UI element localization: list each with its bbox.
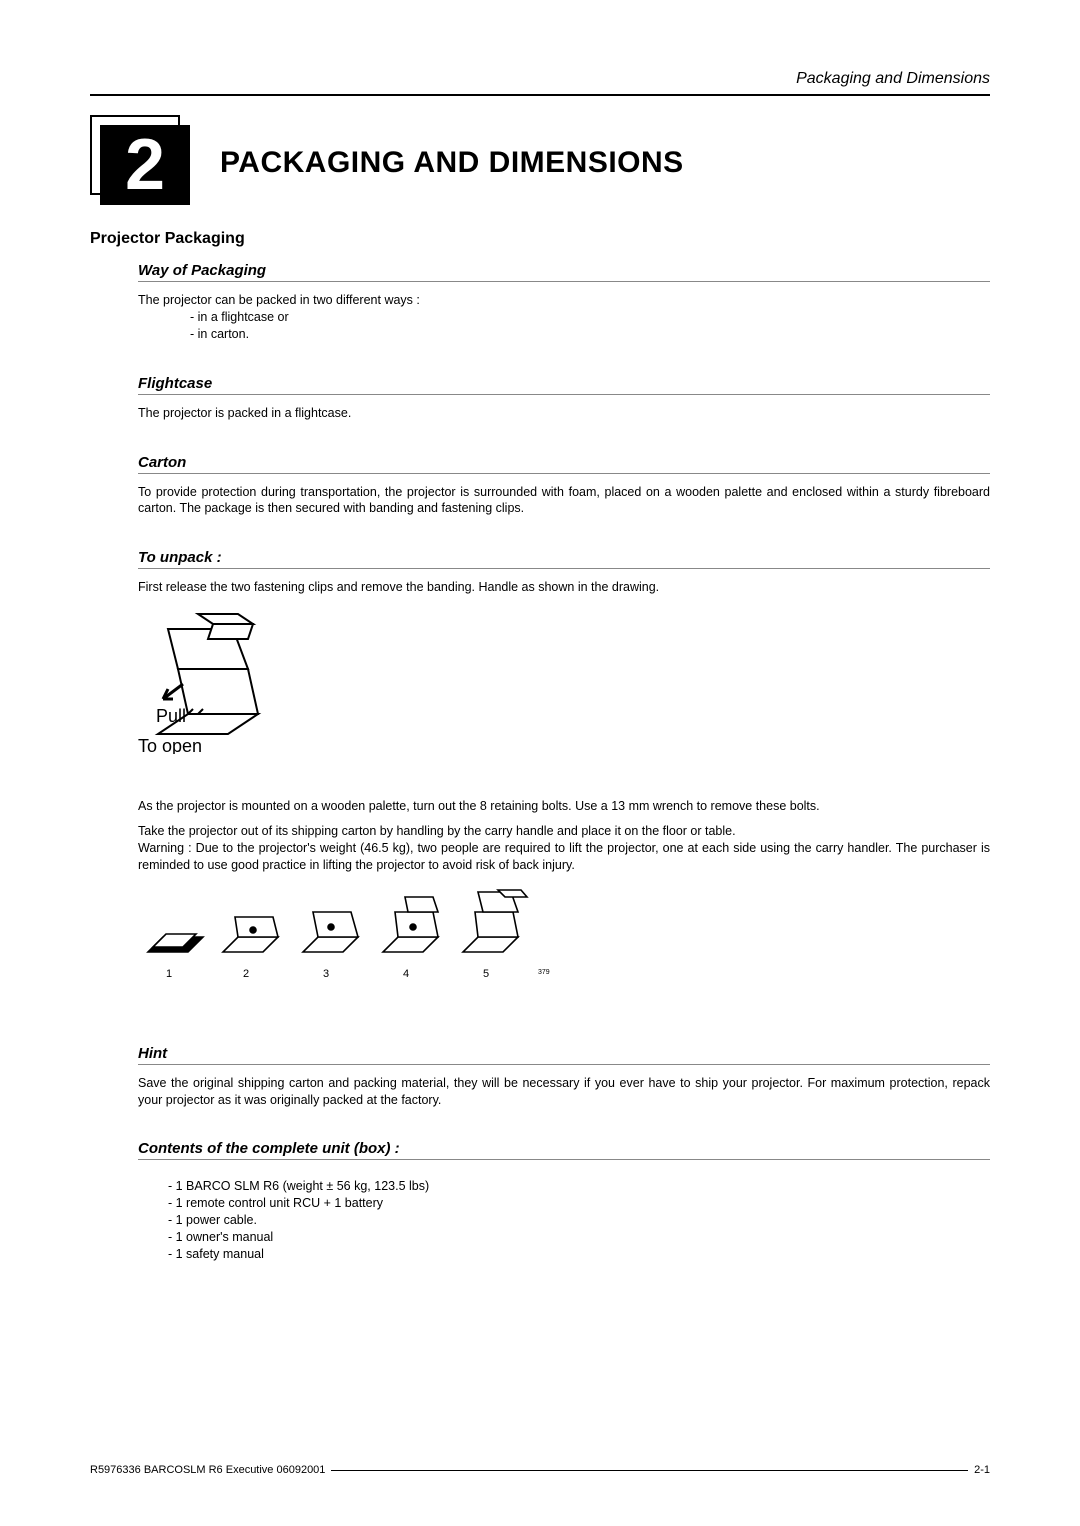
page-footer: R5976336 BARCOSLM R6 Executive 06092001 … — [90, 1464, 990, 1476]
paragraph: Warning : Due to the projector's weight … — [138, 840, 990, 874]
unpack-diagram-1: Pull To open — [138, 604, 990, 754]
list-item: - in a flightcase or — [190, 309, 990, 326]
paragraph: As the projector is mounted on a wooden … — [138, 798, 990, 815]
unpack-diagram-steps: 1 2 3 4 5 379 — [138, 882, 990, 987]
chapter-title: PACKAGING AND DIMENSIONS — [220, 146, 684, 180]
paragraph: First release the two fastening clips an… — [138, 579, 990, 596]
list-item: - 1 power cable. — [168, 1212, 990, 1229]
subheading-way-of-packaging: Way of Packaging — [138, 262, 990, 282]
paragraph: To provide protection during transportat… — [138, 484, 990, 518]
subheading-carton: Carton — [138, 454, 990, 474]
svg-text:5: 5 — [483, 968, 489, 980]
chapter-heading: 2 PACKAGING AND DIMENSIONS — [90, 115, 684, 210]
paragraph: Take the projector out of its shipping c… — [138, 823, 990, 840]
svg-text:3: 3 — [323, 968, 329, 980]
chapter-number-box: 2 — [90, 115, 200, 210]
paragraph: Save the original shipping carton and pa… — [138, 1075, 990, 1109]
footer-right: 2-1 — [974, 1464, 990, 1476]
section-title: Projector Packaging — [90, 230, 990, 248]
svg-text:1: 1 — [166, 968, 172, 980]
svg-text:379: 379 — [538, 969, 550, 976]
subheading-to-unpack: To unpack : — [138, 549, 990, 569]
paragraph: The projector can be packed in two diffe… — [138, 292, 990, 309]
subheading-flightcase: Flightcase — [138, 375, 990, 395]
footer-rule — [331, 1470, 968, 1471]
list-item: - 1 safety manual — [168, 1246, 990, 1263]
list-item: - 1 owner's manual — [168, 1229, 990, 1246]
list-item: - 1 BARCO SLM R6 (weight ± 56 kg, 123.5 … — [168, 1178, 990, 1195]
page-content: Projector Packaging Way of Packaging The… — [90, 230, 990, 1263]
diagram-label-to-open: To open — [138, 736, 202, 754]
footer-left: R5976336 BARCOSLM R6 Executive 06092001 — [90, 1464, 325, 1476]
header-rule — [90, 94, 990, 96]
list-item: - in carton. — [190, 326, 990, 343]
subheading-contents: Contents of the complete unit (box) : — [138, 1140, 990, 1160]
subheading-hint: Hint — [138, 1045, 990, 1065]
svg-text:4: 4 — [403, 968, 409, 980]
svg-text:2: 2 — [243, 968, 249, 980]
diagram-label-pull: Pull — [156, 706, 186, 726]
paragraph: The projector is packed in a flightcase. — [138, 405, 990, 422]
chapter-number: 2 — [100, 125, 190, 205]
list-item: - 1 remote control unit RCU + 1 battery — [168, 1195, 990, 1212]
header-right-title: Packaging and Dimensions — [796, 70, 990, 88]
